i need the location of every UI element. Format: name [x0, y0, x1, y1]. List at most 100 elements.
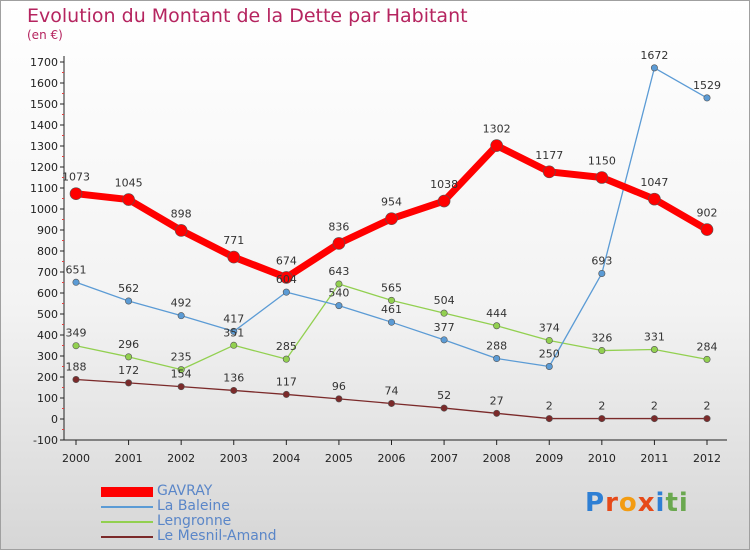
data-label: 96: [332, 380, 346, 393]
data-point: [72, 376, 80, 384]
data-label: 374: [539, 321, 560, 334]
y-tick-label: 300: [37, 350, 58, 363]
data-label: 1045: [115, 177, 143, 190]
data-point: [493, 409, 501, 417]
data-point: [282, 390, 290, 398]
data-label: 1073: [62, 171, 90, 184]
data-label: 540: [328, 287, 349, 300]
data-point: [598, 347, 606, 355]
data-label: 2: [598, 400, 605, 413]
data-point: [598, 269, 606, 277]
data-point: [437, 194, 451, 208]
data-point: [703, 415, 711, 423]
data-point: [174, 224, 188, 237]
data-label: 902: [697, 207, 718, 220]
x-tick-label: 2008: [483, 452, 511, 465]
data-label: 331: [644, 330, 665, 343]
x-tick-label: 2009: [535, 452, 563, 465]
data-label: 377: [434, 321, 455, 334]
x-tick-label: 2002: [167, 452, 195, 465]
data-point: [230, 341, 238, 349]
data-point: [282, 355, 290, 363]
data-point: [493, 322, 501, 330]
data-label: 1529: [693, 79, 721, 92]
y-tick-label: 800: [37, 245, 58, 258]
data-point: [700, 223, 714, 236]
x-tick-label: 2005: [325, 452, 353, 465]
legend-swatch: [101, 506, 153, 508]
logo-letter: t: [665, 488, 679, 518]
data-point: [122, 193, 135, 206]
legend-swatch: [101, 536, 153, 538]
data-point: [385, 212, 398, 225]
data-label: 284: [697, 340, 718, 353]
data-point: [703, 94, 711, 102]
data-label: 1672: [640, 49, 668, 62]
data-point: [230, 327, 238, 335]
y-tick-label: 1400: [30, 119, 58, 132]
data-label: 250: [539, 348, 560, 361]
data-label: 285: [276, 340, 297, 353]
x-tick-label: 2012: [693, 452, 721, 465]
data-label: 504: [434, 294, 455, 307]
data-label: 349: [66, 327, 87, 340]
data-point: [72, 278, 80, 286]
data-point: [650, 64, 658, 72]
data-point: [387, 296, 395, 304]
data-label: 1177: [535, 149, 563, 162]
data-label: 771: [223, 234, 244, 247]
data-label: 417: [223, 312, 244, 325]
y-tick-label: 1100: [30, 182, 58, 195]
data-point: [490, 139, 503, 152]
data-label: 604: [276, 273, 297, 286]
x-tick-label: 2003: [220, 452, 248, 465]
data-label: 136: [223, 371, 244, 384]
data-label: 2: [546, 400, 553, 413]
chart-subtitle: (en €): [27, 28, 63, 42]
data-label: 2: [651, 400, 658, 413]
chart-title: Evolution du Montant de la Dette par Hab…: [27, 5, 468, 27]
data-point: [282, 288, 290, 296]
data-label: 693: [591, 254, 612, 267]
y-tick-label: 1600: [30, 77, 58, 90]
y-tick-label: 700: [37, 266, 58, 279]
data-label: 954: [381, 196, 402, 209]
data-point: [542, 165, 556, 179]
data-label: 1038: [430, 178, 458, 191]
data-point: [595, 171, 609, 184]
data-point: [598, 415, 606, 423]
data-label: 326: [591, 332, 612, 345]
data-point: [545, 415, 553, 423]
x-tick-label: 2000: [62, 452, 90, 465]
data-label: 2: [704, 400, 711, 413]
data-point: [125, 379, 133, 387]
logo-letter: o: [618, 488, 638, 518]
logo-letter: i: [655, 488, 666, 518]
data-point: [177, 383, 185, 391]
data-label: 1302: [483, 123, 511, 136]
data-point: [387, 318, 395, 326]
data-label: 565: [381, 281, 402, 294]
y-tick-label: 0: [51, 413, 58, 426]
data-label: 351: [223, 326, 244, 339]
y-tick-label: 500: [37, 308, 58, 321]
data-point: [177, 312, 185, 320]
data-point: [440, 336, 448, 344]
data-point: [72, 342, 80, 350]
data-label: 154: [171, 368, 192, 381]
data-label: 172: [118, 364, 139, 377]
data-label: 74: [385, 384, 399, 397]
data-label: 117: [276, 375, 297, 388]
y-tick-label: 1200: [30, 161, 58, 174]
data-point: [125, 297, 133, 305]
y-tick-label: -100: [33, 434, 58, 447]
x-tick-label: 2010: [588, 452, 616, 465]
data-point: [387, 399, 395, 407]
data-label: 562: [118, 282, 139, 295]
y-tick-label: 1000: [30, 203, 58, 216]
y-tick-label: 100: [37, 392, 58, 405]
data-label: 288: [486, 340, 507, 353]
data-point: [545, 336, 553, 344]
legend-label: Le Mesnil-Amand: [157, 528, 277, 544]
